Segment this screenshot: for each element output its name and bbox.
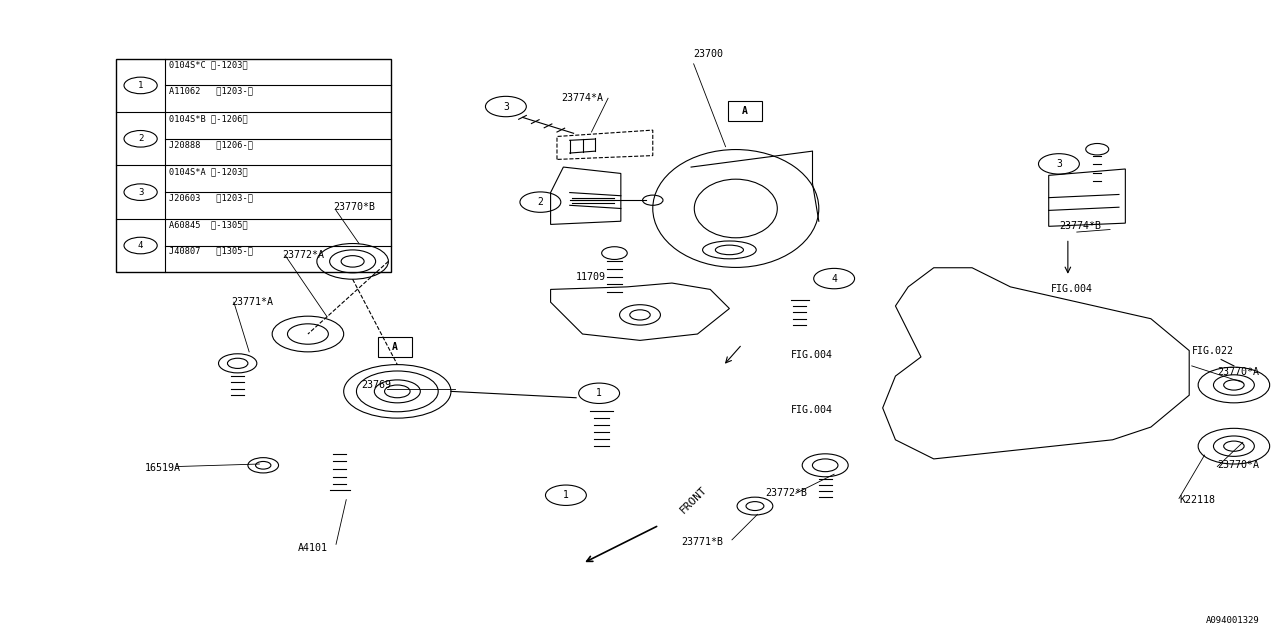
Text: 23774*A: 23774*A: [561, 93, 603, 103]
Text: FRONT: FRONT: [678, 484, 709, 516]
Text: A60845  （-1305）: A60845 （-1305）: [169, 221, 247, 230]
Text: 23774*B: 23774*B: [1059, 221, 1101, 230]
Text: 1: 1: [138, 81, 143, 90]
Text: 23770*A: 23770*A: [1217, 460, 1260, 470]
Text: 0104S*C （-1203）: 0104S*C （-1203）: [169, 61, 247, 70]
Bar: [378, 337, 412, 356]
Text: FIG.004: FIG.004: [791, 406, 833, 415]
Text: 23769: 23769: [361, 380, 392, 390]
Text: FIG.004: FIG.004: [791, 350, 833, 360]
Text: 3: 3: [1056, 159, 1062, 169]
Text: A4101: A4101: [298, 543, 328, 553]
Text: J40807   （1305-）: J40807 （1305-）: [169, 247, 252, 256]
Text: K22118: K22118: [1179, 495, 1215, 505]
Text: J20888   （1206-）: J20888 （1206-）: [169, 140, 252, 149]
Text: FIG.022: FIG.022: [1192, 346, 1234, 356]
Text: 23770*B: 23770*B: [334, 202, 375, 212]
Text: A094001329: A094001329: [1206, 616, 1260, 625]
Text: 3: 3: [138, 188, 143, 196]
Text: 4: 4: [831, 273, 837, 284]
Text: 4: 4: [138, 241, 143, 250]
Text: 0104S*A （-1203）: 0104S*A （-1203）: [169, 168, 247, 177]
Text: 1: 1: [563, 490, 568, 500]
Text: 23770*A: 23770*A: [1217, 367, 1260, 377]
Text: A11062   （1203-）: A11062 （1203-）: [169, 86, 252, 96]
Text: A: A: [392, 342, 398, 352]
Text: 23772*A: 23772*A: [283, 250, 324, 260]
Text: 23772*B: 23772*B: [765, 488, 808, 499]
Text: 16519A: 16519A: [145, 463, 180, 473]
Text: 1: 1: [596, 388, 602, 398]
Text: 23700: 23700: [694, 49, 723, 59]
Bar: [728, 101, 762, 121]
Text: A: A: [742, 106, 748, 116]
Text: 11709: 11709: [576, 271, 607, 282]
Text: 3: 3: [503, 102, 509, 111]
Bar: [116, 59, 390, 272]
Text: J20603   （1203-）: J20603 （1203-）: [169, 193, 252, 202]
Text: 0104S*B （-1206）: 0104S*B （-1206）: [169, 114, 247, 123]
Text: 23771*A: 23771*A: [232, 297, 274, 307]
Text: 2: 2: [538, 197, 543, 207]
Text: FIG.004: FIG.004: [1051, 284, 1093, 294]
Text: 23771*B: 23771*B: [681, 537, 723, 547]
Text: 2: 2: [138, 134, 143, 143]
